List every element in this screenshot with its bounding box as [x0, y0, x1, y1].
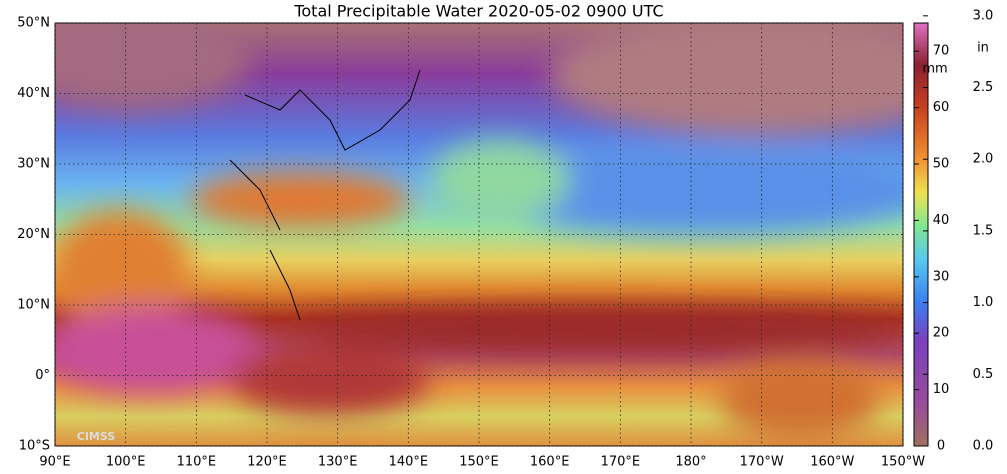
- lon-tick-label: 110°E: [177, 455, 217, 470]
- in-tick-label: 2.0: [973, 152, 994, 167]
- mm-tick-label: 20: [933, 326, 950, 341]
- lon-tick-label: 100°E: [106, 455, 146, 470]
- lon-tick-label: 150°W: [881, 455, 925, 470]
- lon-tick-label: 150°E: [459, 455, 499, 470]
- in-tick-label: 3.0: [973, 8, 994, 23]
- colorbar: [913, 22, 929, 447]
- in-tick-label: 0.5: [973, 367, 994, 382]
- lon-tick-label: 140°E: [389, 455, 429, 470]
- lon-tick-label: 170°W: [740, 455, 784, 470]
- in-tick-label: 0.0: [973, 439, 994, 454]
- lat-tick-label: 0°: [35, 368, 50, 383]
- mm-tick-label: 10: [933, 382, 950, 397]
- in-tick-label: 2.5: [973, 80, 994, 95]
- logo: CIMSS: [77, 430, 116, 443]
- mm-tick-label: 50: [933, 157, 950, 172]
- lat-tick-label: 20°N: [17, 227, 50, 242]
- lon-tick-label: 130°E: [318, 455, 358, 470]
- lon-tick-label: 90°E: [39, 455, 70, 470]
- mm-unit: mm: [922, 62, 947, 77]
- lat-tick-label: 10°S: [19, 439, 50, 454]
- mm-tick-label: 0: [937, 439, 945, 454]
- lat-tick-label: 30°N: [17, 157, 50, 172]
- lon-tick-label: 120°E: [247, 455, 287, 470]
- in-tick-label: 1.5: [973, 223, 994, 238]
- tpw-field: [55, 23, 903, 446]
- lon-tick-label: 160°W: [810, 455, 854, 470]
- in-tick-label: 1.0: [973, 295, 994, 310]
- lat-tick-label: 50°N: [17, 16, 50, 31]
- lat-tick-label: 10°N: [17, 298, 50, 313]
- mm-tick-label: 30: [933, 269, 950, 284]
- title: Total Precipitable Water 2020-05-02 0900…: [293, 2, 663, 21]
- lon-tick-label: 180°: [675, 455, 706, 470]
- mm-tick-label: 40: [933, 213, 950, 228]
- lat-tick-label: 40°N: [17, 86, 50, 101]
- lon-tick-label: 160°E: [530, 455, 570, 470]
- lon-tick-label: 170°E: [601, 455, 641, 470]
- in-unit: in: [977, 41, 989, 56]
- mm-tick-label: 60: [933, 100, 950, 115]
- mm-tick-label: 70: [933, 44, 950, 59]
